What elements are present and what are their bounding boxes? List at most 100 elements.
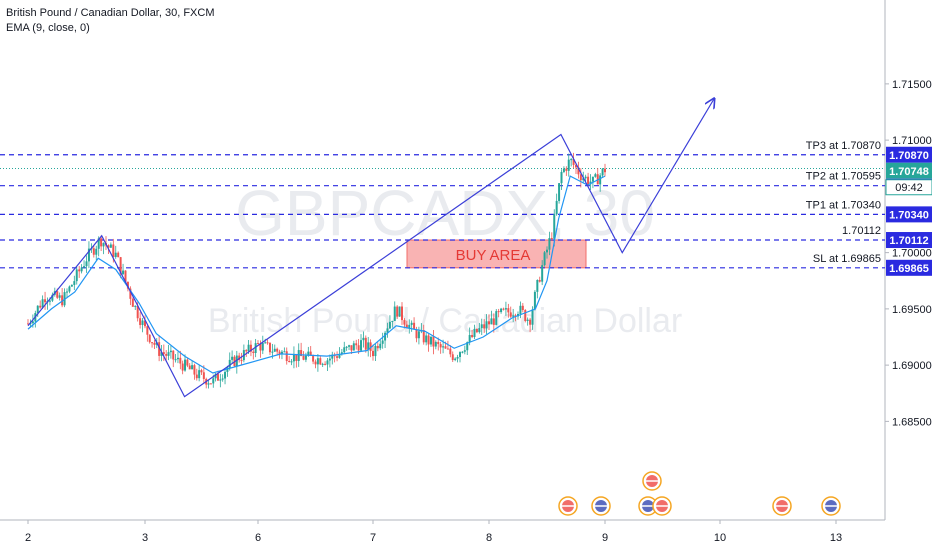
candle-body bbox=[78, 269, 81, 272]
candle-body bbox=[240, 360, 243, 362]
candle-body bbox=[169, 350, 172, 353]
candle-body bbox=[495, 311, 498, 325]
candle-body bbox=[451, 354, 454, 361]
candle-body bbox=[591, 176, 594, 182]
candle-body bbox=[350, 345, 353, 351]
candle-body bbox=[124, 270, 127, 282]
candle-body bbox=[463, 350, 466, 352]
candle-body bbox=[309, 351, 312, 356]
uk-event-icon[interactable] bbox=[591, 496, 611, 516]
candle-body bbox=[331, 354, 334, 359]
candle-body bbox=[381, 340, 384, 344]
candle-body bbox=[338, 353, 341, 358]
candle-body bbox=[39, 305, 42, 308]
candle-body bbox=[146, 326, 149, 335]
chart-legend: British Pound / Canadian Dollar, 30, FXC… bbox=[6, 6, 215, 36]
y-tick-label: 1.69500 bbox=[892, 304, 932, 316]
candle-body bbox=[343, 347, 346, 353]
candle-body bbox=[396, 306, 399, 317]
ema-indicator-label[interactable]: EMA (9, close, 0) bbox=[6, 22, 90, 34]
candle-body bbox=[304, 355, 307, 360]
candle-body bbox=[589, 181, 592, 185]
candle-body bbox=[148, 334, 151, 343]
x-tick-label: 6 bbox=[255, 532, 261, 544]
candle-body bbox=[326, 360, 329, 365]
candle-body bbox=[360, 340, 363, 351]
canada-event-icon[interactable] bbox=[558, 496, 578, 516]
symbol-title[interactable]: British Pound / Canadian Dollar, 30, FXC… bbox=[6, 7, 215, 19]
candle-body bbox=[538, 279, 541, 282]
analysis-path-line[interactable] bbox=[27, 99, 714, 398]
candle-body bbox=[560, 171, 563, 184]
candle-body bbox=[97, 238, 100, 249]
candlestick-series[interactable] bbox=[27, 152, 606, 389]
candle-body bbox=[221, 378, 224, 380]
candle-body bbox=[316, 358, 319, 365]
x-tick-label: 8 bbox=[486, 532, 492, 544]
watermark-symbol: GBPCADX, 30 bbox=[235, 177, 655, 249]
candle-body bbox=[66, 291, 68, 293]
canada-event-icon[interactable] bbox=[772, 496, 792, 516]
candle-body bbox=[290, 361, 293, 363]
candle-body bbox=[144, 320, 146, 327]
candle-body bbox=[502, 308, 505, 310]
candle-body bbox=[252, 351, 255, 353]
last-price-tag: 1.70748 bbox=[889, 166, 929, 178]
candle-body bbox=[276, 348, 279, 352]
candle-body bbox=[401, 306, 403, 321]
candle-body bbox=[207, 383, 210, 385]
uk-event-icon[interactable] bbox=[821, 496, 841, 516]
ema-line[interactable] bbox=[27, 175, 606, 374]
candle-body bbox=[497, 311, 500, 313]
candle-body bbox=[231, 356, 234, 360]
candle-body bbox=[172, 350, 175, 360]
candle-body bbox=[459, 352, 461, 358]
tp2-level-label: TP2 at 1.70595 bbox=[806, 171, 881, 183]
candle-body bbox=[507, 308, 510, 313]
candle-body bbox=[340, 352, 343, 354]
candle-body bbox=[162, 352, 165, 354]
candle-body bbox=[550, 238, 553, 240]
candle-body bbox=[198, 370, 201, 379]
candle-body bbox=[468, 335, 471, 343]
candle-body bbox=[266, 342, 269, 344]
candle-body bbox=[27, 323, 29, 325]
candle-body bbox=[191, 365, 194, 370]
candle-body bbox=[348, 345, 351, 347]
candle-body bbox=[247, 344, 250, 352]
candle-body bbox=[446, 348, 449, 350]
canada-event-icon[interactable] bbox=[642, 471, 662, 491]
candle-body bbox=[449, 348, 452, 355]
candle-body bbox=[288, 360, 291, 362]
candle-body bbox=[374, 345, 377, 357]
countdown-label: 09:42 bbox=[895, 182, 923, 194]
candle-body bbox=[500, 308, 503, 313]
candle-body bbox=[58, 295, 61, 298]
candle-body bbox=[193, 365, 196, 375]
canada-event-icon[interactable] bbox=[652, 496, 672, 516]
candle-body bbox=[483, 324, 486, 329]
candle-body bbox=[442, 346, 445, 348]
candle-body bbox=[314, 361, 317, 365]
candle-body bbox=[529, 319, 532, 325]
candle-body bbox=[268, 342, 271, 353]
candle-body bbox=[238, 355, 241, 361]
candle-body bbox=[570, 159, 573, 161]
candle-body bbox=[283, 351, 286, 353]
candle-body bbox=[151, 342, 154, 344]
candle-body bbox=[259, 343, 262, 351]
candle-body bbox=[456, 357, 459, 359]
candle-body bbox=[430, 336, 432, 345]
candle-body bbox=[324, 363, 327, 365]
candle-body bbox=[345, 346, 348, 348]
candle-body bbox=[112, 244, 115, 258]
candle-body bbox=[425, 335, 428, 343]
candle-body bbox=[558, 183, 561, 201]
candle-body bbox=[384, 332, 387, 341]
candle-body bbox=[379, 343, 382, 349]
candle-body bbox=[158, 342, 161, 356]
x-tick-label: 7 bbox=[370, 532, 376, 544]
candle-body bbox=[292, 353, 295, 362]
